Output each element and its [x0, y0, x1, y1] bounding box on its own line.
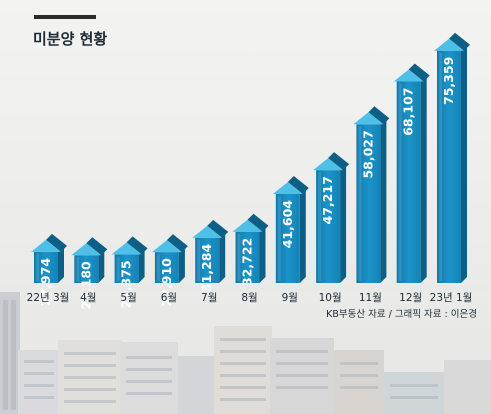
value-label: 27,375 [119, 260, 134, 308]
value-labels: 27,974 27,180 27,375 27,910 31,284 32,722 41,6… [38, 57, 456, 310]
bar [232, 213, 269, 283]
category-label: 8월 [241, 292, 257, 304]
value-label: 68,107 [401, 88, 416, 136]
bar [353, 106, 390, 283]
bar [434, 32, 470, 283]
value-label: 31,284 [199, 244, 214, 293]
category-label: 23년 1월 [430, 292, 473, 304]
category-label: 22년 3월 [27, 292, 70, 304]
category-label: 7월 [201, 292, 217, 304]
bar [31, 233, 67, 283]
value-label: 32,722 [240, 238, 255, 286]
value-label: 41,604 [280, 200, 295, 249]
category-label: 6월 [161, 292, 177, 304]
bar [71, 237, 108, 283]
bar [272, 176, 309, 283]
chart-title: 미분양 현황 [33, 30, 108, 48]
category-label: 10월 [319, 292, 342, 304]
value-label: 58,027 [360, 130, 375, 178]
bars [31, 32, 470, 284]
value-label: 27,974 [38, 258, 53, 307]
bar [111, 236, 148, 283]
bar [151, 234, 188, 283]
value-label: 75,359 [441, 57, 456, 105]
title-accent-bar [34, 15, 96, 19]
value-label: 27,180 [78, 261, 93, 310]
category-label: 12월 [399, 292, 422, 304]
category-label: 4월 [80, 292, 96, 304]
value-label: 27,910 [159, 258, 174, 307]
category-label: 11월 [359, 292, 382, 304]
city-skyline-illustration [0, 284, 491, 414]
value-label: 47,217 [320, 176, 335, 224]
x-axis-labels: 22년 3월 4월 5월 6월 7월 8월 9월 10월 11월 12월 23년 1월 [27, 292, 473, 304]
category-label: 5월 [120, 292, 136, 304]
source-credit: KB부동산 자료 / 그래픽 자료 : 이은경 [326, 309, 477, 320]
bar [393, 63, 430, 284]
bar [192, 219, 229, 283]
category-label: 9월 [282, 292, 298, 304]
bar [313, 152, 350, 283]
